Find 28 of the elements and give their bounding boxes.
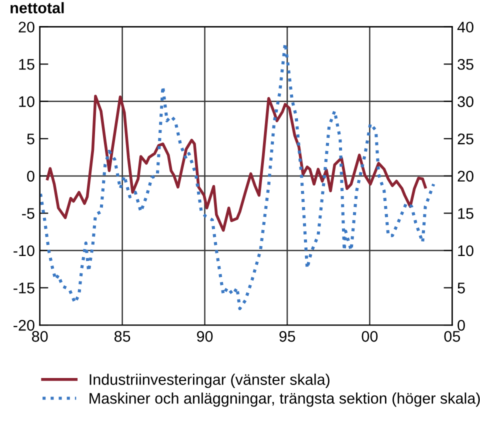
x-tick-label: 00: [362, 330, 378, 342]
line-series: [46, 94, 427, 232]
y2-tick-label: 35: [458, 58, 474, 70]
x-tick-label: 95: [279, 330, 296, 342]
y2-tick-label: 40: [457, 22, 474, 33]
y-tick-label: -15: [14, 282, 34, 294]
y2-tick-label: 20: [458, 170, 474, 182]
y-tick-label: -5: [22, 208, 34, 219]
y-tick-label: 15: [19, 59, 34, 70]
y-tick-label: -20: [14, 320, 34, 331]
chart-title: nettotal: [10, 2, 64, 14]
y2-tick-label: 5: [458, 282, 465, 294]
y-tick-label: 20: [18, 22, 34, 33]
y2-tick-label: 10: [458, 245, 474, 256]
x-tick-label: 80: [32, 330, 48, 342]
legend-label: Industriinvesteringar (vänster skala): [90, 374, 330, 388]
y2-tick-label: 0: [458, 320, 465, 331]
y-tick-label: -10: [14, 245, 34, 256]
y2-tick-label: 25: [458, 134, 474, 144]
y2-tick-label: 15: [458, 208, 474, 219]
x-tick-label: 90: [196, 330, 213, 342]
y-tick-label: 0: [27, 170, 34, 182]
y-tick-label: 10: [19, 96, 34, 108]
x-tick-label: 85: [114, 330, 130, 342]
legend-label: Maskiner och anläggningar, trängsta sektion (höger skala): [90, 392, 480, 407]
y-tick-label: 5: [27, 134, 34, 144]
x-tick-label: 05: [444, 330, 460, 342]
y2-tick-label: 30: [458, 96, 474, 108]
